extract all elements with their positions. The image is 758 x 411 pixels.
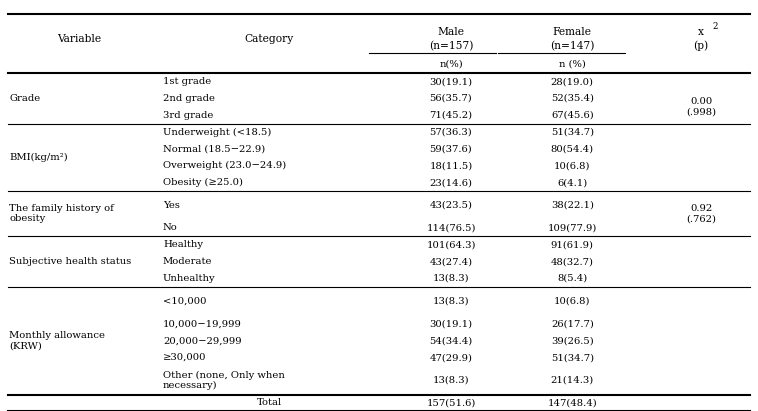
Text: 57(36.3): 57(36.3) xyxy=(430,127,472,136)
Text: 52(35.4): 52(35.4) xyxy=(551,94,594,103)
Text: 114(76.5): 114(76.5) xyxy=(426,224,476,233)
Text: 147(48.4): 147(48.4) xyxy=(547,398,597,407)
Text: 59(37.6): 59(37.6) xyxy=(430,144,472,153)
Text: 26(17.7): 26(17.7) xyxy=(551,319,594,328)
Text: 101(64.3): 101(64.3) xyxy=(426,240,476,249)
Text: 10(6.8): 10(6.8) xyxy=(554,161,590,170)
Text: 1st grade: 1st grade xyxy=(163,77,211,86)
Text: 38(22.1): 38(22.1) xyxy=(551,201,594,210)
Text: 13(8.3): 13(8.3) xyxy=(433,297,469,306)
Text: No: No xyxy=(163,224,177,233)
Text: Normal (18.5−22.9): Normal (18.5−22.9) xyxy=(163,144,265,153)
Text: Overweight (23.0−24.9): Overweight (23.0−24.9) xyxy=(163,161,287,170)
Text: The family history of
obesity: The family history of obesity xyxy=(9,204,114,223)
Text: 30(19.1): 30(19.1) xyxy=(430,319,472,328)
Text: Male: Male xyxy=(437,27,465,37)
Text: 80(54.4): 80(54.4) xyxy=(551,144,594,153)
Text: 54(34.4): 54(34.4) xyxy=(429,336,473,345)
Text: 3rd grade: 3rd grade xyxy=(163,111,213,120)
Text: BMI(kg/m²): BMI(kg/m²) xyxy=(9,153,68,162)
Text: Subjective health status: Subjective health status xyxy=(9,257,131,266)
Text: Unhealthy: Unhealthy xyxy=(163,274,215,283)
Text: 47(29.9): 47(29.9) xyxy=(430,353,472,362)
Text: x: x xyxy=(698,27,704,37)
Text: 67(45.6): 67(45.6) xyxy=(551,111,594,120)
Text: Obesity (≥25.0): Obesity (≥25.0) xyxy=(163,178,243,187)
Text: 0.92
(.762): 0.92 (.762) xyxy=(686,204,716,223)
Text: 30(19.1): 30(19.1) xyxy=(430,77,472,86)
Text: Other (none, Only when
necessary): Other (none, Only when necessary) xyxy=(163,370,285,390)
Text: 6(4.1): 6(4.1) xyxy=(557,178,587,187)
Text: (p): (p) xyxy=(694,41,709,51)
Text: 10(6.8): 10(6.8) xyxy=(554,297,590,306)
Text: 157(51.6): 157(51.6) xyxy=(426,398,476,407)
Text: 2nd grade: 2nd grade xyxy=(163,94,215,103)
Text: Female: Female xyxy=(553,27,592,37)
Text: Category: Category xyxy=(245,34,293,44)
Text: 13(8.3): 13(8.3) xyxy=(433,376,469,385)
Text: 18(11.5): 18(11.5) xyxy=(429,161,473,170)
Text: 71(45.2): 71(45.2) xyxy=(430,111,472,120)
Text: n(%): n(%) xyxy=(439,60,463,69)
Text: 28(19.0): 28(19.0) xyxy=(551,77,594,86)
Text: 8(5.4): 8(5.4) xyxy=(557,274,587,283)
Text: 51(34.7): 51(34.7) xyxy=(551,127,594,136)
Text: Moderate: Moderate xyxy=(163,257,212,266)
Text: 91(61.9): 91(61.9) xyxy=(551,240,594,249)
Text: 0.00
(.998): 0.00 (.998) xyxy=(686,97,716,116)
Text: 13(8.3): 13(8.3) xyxy=(433,274,469,283)
Text: 39(26.5): 39(26.5) xyxy=(551,336,594,345)
Text: <10,000: <10,000 xyxy=(163,297,206,306)
Text: 21(14.3): 21(14.3) xyxy=(550,376,594,385)
Text: Monthly allowance
(KRW): Monthly allowance (KRW) xyxy=(9,331,105,351)
Text: 23(14.6): 23(14.6) xyxy=(430,178,472,187)
Text: 43(27.4): 43(27.4) xyxy=(430,257,472,266)
Text: (n=147): (n=147) xyxy=(550,41,594,51)
Text: 48(32.7): 48(32.7) xyxy=(551,257,594,266)
Text: ≥30,000: ≥30,000 xyxy=(163,353,206,362)
Text: 2: 2 xyxy=(712,22,718,31)
Text: Total: Total xyxy=(256,398,282,407)
Text: Underweight (<18.5): Underweight (<18.5) xyxy=(163,127,271,136)
Text: (n=157): (n=157) xyxy=(429,41,473,51)
Text: Yes: Yes xyxy=(163,201,180,210)
Text: 10,000−19,999: 10,000−19,999 xyxy=(163,319,242,328)
Text: 56(35.7): 56(35.7) xyxy=(430,94,472,103)
Text: 109(77.9): 109(77.9) xyxy=(547,224,597,233)
Text: 51(34.7): 51(34.7) xyxy=(551,353,594,362)
Text: 20,000−29,999: 20,000−29,999 xyxy=(163,336,242,345)
Text: 43(23.5): 43(23.5) xyxy=(430,201,472,210)
Text: Grade: Grade xyxy=(9,94,40,103)
Text: Healthy: Healthy xyxy=(163,240,203,249)
Text: Variable: Variable xyxy=(58,34,102,44)
Text: n (%): n (%) xyxy=(559,60,586,69)
